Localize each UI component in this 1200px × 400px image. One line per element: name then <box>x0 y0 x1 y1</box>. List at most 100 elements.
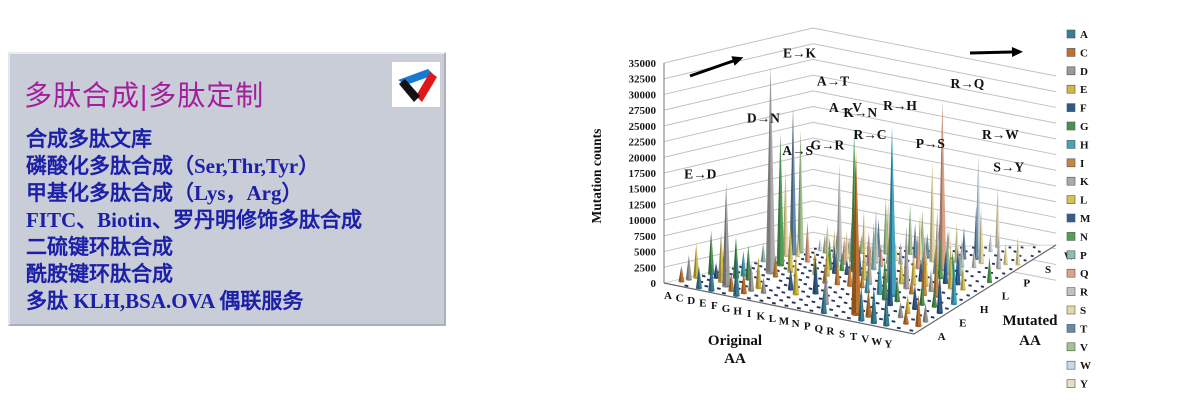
floor-dot <box>973 289 978 293</box>
cone-M-R <box>898 241 901 264</box>
cone-R-M <box>918 259 921 282</box>
cone-T-K <box>928 269 932 292</box>
floor-dot <box>833 291 838 294</box>
floor-dot <box>818 261 822 264</box>
legend-swatch-C <box>1066 48 1076 57</box>
cone-L-V <box>907 203 911 255</box>
cone-K-E <box>795 253 799 295</box>
cone-N-K <box>869 246 873 285</box>
direction-arrow <box>689 59 734 78</box>
service-item[interactable]: 甲基化多肽合成（Lys，Arg） <box>26 181 303 205</box>
cone-G-C <box>740 292 747 295</box>
service-item[interactable]: 磷酸化多肽合成（Ser,Thr,Tyr） <box>26 154 320 178</box>
cone-Y-F <box>936 272 940 314</box>
floor-dot <box>838 296 843 299</box>
cone-N-I <box>859 271 863 288</box>
cone-C-Y <box>825 223 828 249</box>
cone-Q-H <box>879 253 883 295</box>
cone-E-G <box>748 245 752 280</box>
cone-I-F <box>790 267 794 290</box>
cone-V-E <box>904 294 908 314</box>
gridline <box>663 137 1057 187</box>
ytick-35000: 35000 <box>629 58 657 70</box>
service-item[interactable]: 二硫键环肽合成 <box>26 235 173 259</box>
cone-Q-H <box>876 293 883 296</box>
cone-D-G <box>732 237 736 278</box>
cone-H-Q <box>844 235 847 265</box>
floor-dot <box>754 262 758 265</box>
cone-K-E <box>792 253 796 295</box>
cone-H-D <box>760 292 767 294</box>
cone-V-A <box>883 290 887 326</box>
floor-dot <box>806 295 811 298</box>
cone-E-A <box>708 262 712 291</box>
cone-G-V <box>859 234 862 254</box>
cone-F-V <box>849 237 852 254</box>
cone-F-S <box>832 229 835 258</box>
cone-S-C <box>865 315 872 318</box>
cone-T-R <box>974 248 977 268</box>
cone-G-A <box>733 258 737 296</box>
cone-C-F <box>713 277 719 279</box>
floor-dot <box>1002 272 1006 275</box>
cone-S-F <box>886 267 891 306</box>
cone-R-L <box>910 250 914 285</box>
legend-label-G: G <box>1080 121 1089 133</box>
cone-A-G <box>711 230 715 275</box>
floor-dot <box>746 296 751 300</box>
floor-dot <box>911 318 916 321</box>
cone-H-D <box>763 277 767 294</box>
legend-swatch-W <box>1066 360 1076 370</box>
cone-S-I <box>908 277 912 294</box>
service-item[interactable]: 合成多肽文库 <box>26 127 152 151</box>
ytick-25000: 25000 <box>629 121 657 133</box>
ytick-22500: 22500 <box>629 137 657 149</box>
ytick-5000: 5000 <box>634 247 657 259</box>
floor-dot <box>783 283 788 287</box>
legend-swatch-R <box>1066 287 1076 296</box>
floor-dot <box>758 265 763 268</box>
cone-S-T <box>973 205 977 260</box>
cone-V-A <box>883 324 890 327</box>
cone-W-R <box>996 267 1002 270</box>
cone-I-F <box>787 288 794 291</box>
floor-dot <box>716 287 721 290</box>
floor-dot <box>994 254 998 257</box>
service-item[interactable]: FITC、Biotin、罗丹明修饰多肽合成 <box>26 208 363 232</box>
cone-S-A <box>858 286 862 321</box>
service-item[interactable]: 多肽 KLH,BSA.OVA 偶联服务 <box>26 289 304 313</box>
cone-L-P <box>873 222 877 270</box>
cone-R-K <box>903 287 910 290</box>
floor-dot <box>779 298 784 302</box>
floor-dot <box>970 274 974 278</box>
gridline <box>663 90 1057 140</box>
cone-T-K <box>931 269 934 292</box>
ytick-32500: 32500 <box>629 74 657 86</box>
floor-dot <box>944 307 949 310</box>
floor-dot <box>811 300 816 304</box>
cone-Y-S <box>1017 236 1021 265</box>
xtick-F: F <box>711 300 718 312</box>
cone-T-P <box>959 250 963 276</box>
gridline <box>663 121 1057 171</box>
floor-dot <box>1001 250 1005 253</box>
cone-Y-N <box>986 281 993 284</box>
floor-dot <box>820 270 825 274</box>
service-item[interactable]: 酰胺键环肽合成 <box>26 262 173 286</box>
floor-dot <box>842 280 847 283</box>
cone-V-D <box>897 301 901 318</box>
xtick-I: I <box>747 308 751 320</box>
ytick-10000: 10000 <box>629 215 657 227</box>
floor-dot <box>801 257 805 261</box>
z-axis-title: AA <box>1019 333 1041 349</box>
floor-dot <box>771 301 776 305</box>
cone-Y-N <box>986 257 990 283</box>
floor-dot <box>815 253 820 257</box>
floor-dot <box>805 275 810 279</box>
cone-W-L <box>962 264 966 290</box>
cone-V-G <box>919 304 925 306</box>
cone-L-M <box>859 243 862 276</box>
cone-S-W <box>988 250 993 253</box>
cone-W-R <box>998 234 1002 269</box>
legend-swatch-Q <box>1066 268 1076 278</box>
